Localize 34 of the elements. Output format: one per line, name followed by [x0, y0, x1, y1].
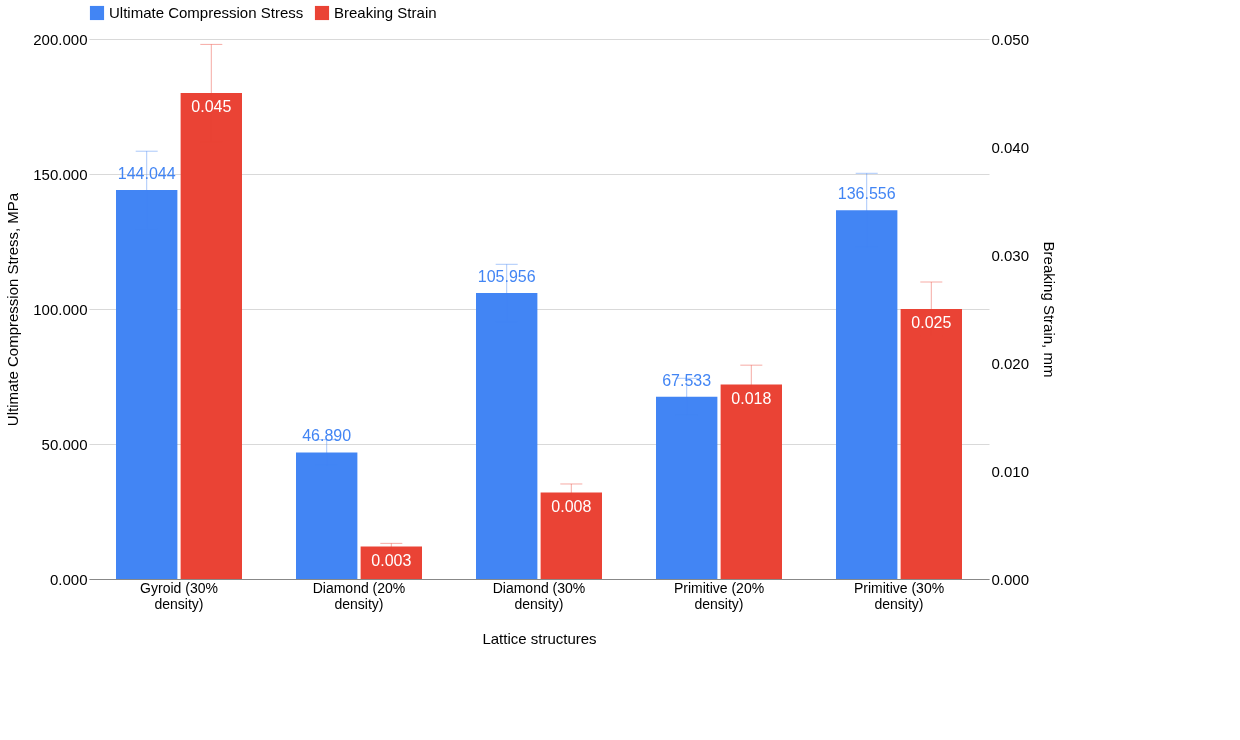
x-tick-label: Gyroid (30% density)	[140, 579, 218, 612]
y-tick-label: 50.000	[41, 435, 88, 453]
y-tick-label: 150.000	[33, 165, 88, 183]
y2-tick-label: 0.000	[991, 570, 1030, 588]
data-label: 0.025	[911, 314, 952, 331]
bar	[476, 292, 538, 579]
data-label: 105.956	[477, 267, 536, 285]
y2-tick-label: 0.010	[991, 462, 1030, 480]
bar	[296, 452, 358, 579]
y2-tick-label: 0.050	[991, 30, 1030, 48]
data-label: 0.008	[551, 497, 592, 515]
x-tick-label: Diamond (20% density)	[312, 579, 406, 612]
bar	[540, 492, 602, 579]
x-axis-title: Lattice structures	[482, 629, 597, 647]
x-tick-label: Primitive (20% density)	[673, 579, 765, 612]
data-label: 0.045	[191, 98, 232, 115]
x-tick-label: Diamond (30% density)	[492, 579, 586, 612]
x-tick-label: Primitive (30% density)	[853, 579, 945, 612]
y2-tick-label: 0.030	[991, 246, 1030, 264]
y2-tick-label: 0.040	[991, 138, 1030, 156]
data-label: 67.533	[662, 371, 712, 389]
data-label: 0.018	[731, 389, 772, 407]
legend-label: Breaking Strain	[334, 4, 437, 21]
data-label: 136.556	[837, 185, 896, 203]
y-axis-title: Ultimate Compression Stress, MPa	[4, 192, 22, 427]
y2-tick-label: 0.020	[991, 354, 1030, 372]
y2-axis-title: Breaking Strain, mm	[1041, 241, 1059, 378]
data-label: 46.890	[302, 427, 352, 445]
legend-label: Ultimate Compression Stress	[109, 4, 304, 21]
y-tick-label: 200.000	[33, 30, 88, 48]
y-tick-label: 100.000	[33, 300, 88, 318]
y-tick-label: 0.000	[49, 570, 88, 588]
data-label: 0.003	[371, 551, 412, 569]
data-label: 144.044	[117, 165, 176, 183]
